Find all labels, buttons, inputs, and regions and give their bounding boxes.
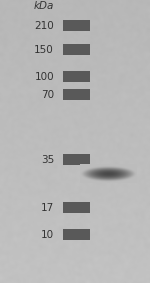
Text: 100: 100: [34, 72, 54, 82]
Text: 35: 35: [41, 155, 54, 165]
Text: 150: 150: [34, 45, 54, 55]
Text: 17: 17: [41, 203, 54, 213]
Text: kDa: kDa: [34, 1, 54, 11]
Text: 210: 210: [34, 21, 54, 31]
Text: 10: 10: [41, 230, 54, 240]
Text: 70: 70: [41, 90, 54, 100]
